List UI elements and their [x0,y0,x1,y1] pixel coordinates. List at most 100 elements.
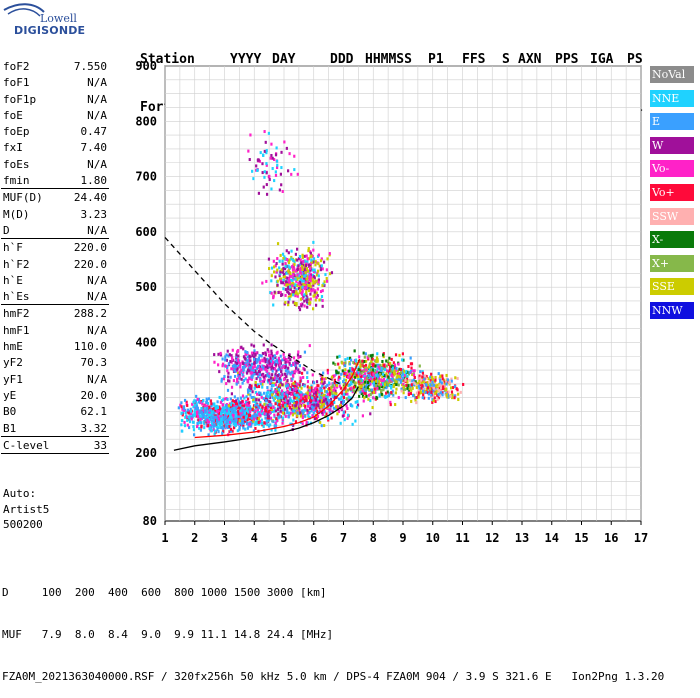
echo-point [286,399,289,403]
echo-point [267,380,270,384]
echo-point [391,389,394,393]
param-separator [1,435,109,437]
echo-point [280,183,283,187]
echo-point [266,363,269,367]
echo-point [371,406,374,410]
echo-point [345,404,348,408]
echo-point [244,350,247,354]
echo-point [300,393,303,397]
echo-point [317,274,320,278]
echo-point [252,366,255,370]
echo-point [391,377,394,381]
legend-item: X- [650,231,694,249]
echo-point [293,154,296,158]
echo-point [192,420,195,424]
echo-point [412,373,416,377]
echo-point [217,411,221,415]
echo-point [292,263,295,267]
echo-point [376,372,379,376]
echo-point [239,385,242,389]
echo-point [298,306,301,310]
echo-point [441,374,444,378]
echo-point [431,378,434,382]
echo-point [278,363,281,367]
echo-point [268,373,271,377]
echo-point [253,400,256,404]
echo-point [390,369,393,373]
echo-point [293,402,296,406]
echo-point [244,363,247,367]
echo-point [398,375,401,379]
echo-point [284,257,287,261]
echo-point [284,280,288,284]
echo-point [241,365,244,369]
echo-point [186,423,189,427]
echo-point [293,409,296,413]
echo-point [253,372,256,376]
echo-point [268,363,271,367]
echo-point [272,294,275,298]
echo-point [286,390,289,394]
echo-point [210,421,214,425]
echo-point [295,303,298,307]
echo-point [293,274,296,278]
echo-point [268,403,271,407]
echo-point [246,368,250,372]
echo-point [272,361,275,365]
echo-point [280,370,283,374]
echo-point [258,412,261,416]
echo-point [301,256,304,260]
echo-point [303,403,306,407]
echo-point [344,392,347,396]
echo-point [398,353,401,357]
echo-point [360,379,363,383]
echo-point [270,343,273,347]
echo-point [265,149,268,153]
echo-point [429,379,432,383]
footer-muf-row: MUF 7.9 8.0 8.4 9.0 9.9 11.1 14.8 24.4 [… [2,628,334,641]
echo-point [244,357,247,361]
echo-point [267,374,271,378]
echo-point [293,380,297,384]
echo-point [239,396,243,400]
echo-point [211,402,214,406]
echo-point [249,377,252,381]
echo-point [231,399,234,403]
echo-point [309,251,312,255]
echo-point [378,382,381,386]
echo-point [241,399,244,403]
echo-point [292,393,295,397]
echo-point [344,371,347,375]
echo-point [253,364,256,368]
echo-point [349,369,352,373]
echo-point [271,156,274,160]
echo-point [300,264,304,268]
echo-point [292,270,295,274]
echo-point [274,424,278,428]
echo-point [443,380,446,384]
echo-point [284,403,287,407]
echo-point [332,361,335,365]
legend-item: SSW [650,207,694,225]
echo-point [435,387,438,391]
echo-point [445,393,448,397]
echo-point [389,361,392,365]
echo-point [321,304,324,308]
echo-point [248,422,252,426]
echo-point [256,403,259,407]
echo-point [238,426,241,430]
echo-point [274,360,277,364]
echo-point [382,382,385,386]
echo-point [444,382,447,386]
echo-point [284,261,287,265]
param-value: 20.0 [80,388,108,402]
echo-point [457,392,460,396]
echo-point [323,377,326,381]
echo-point [239,409,242,413]
echo-point [229,360,232,364]
echo-point [256,416,259,420]
echo-point [239,420,243,424]
echo-point [266,369,269,373]
echo-point [295,284,298,288]
echo-point [270,142,273,146]
